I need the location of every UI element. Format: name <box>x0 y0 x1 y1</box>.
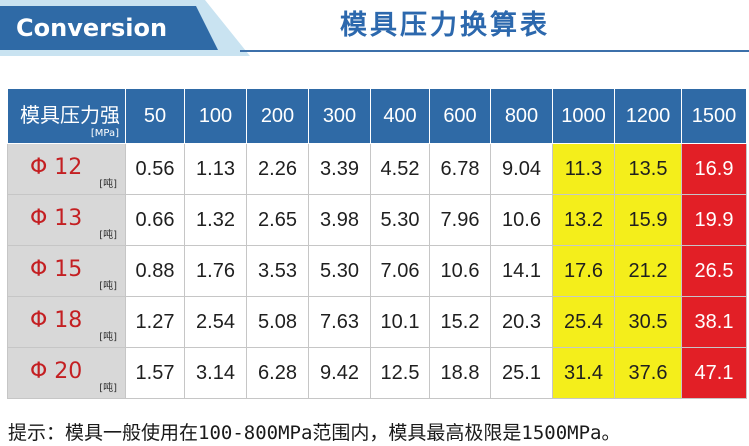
table-cell: 11.3 <box>552 143 615 195</box>
table-cell: 31.4 <box>552 347 615 399</box>
row-label-cell: Φ 12 [吨] <box>7 143 126 195</box>
table-cell: 5.30 <box>308 245 371 297</box>
table-cell: 2.65 <box>246 194 309 246</box>
row-label-cell: Φ 15 [吨] <box>7 245 126 297</box>
table-row: Φ 13 [吨] 0.66 1.32 2.65 3.98 5.30 7.96 10.6 13.2 1… <box>7 194 747 246</box>
table-cell: 16.9 <box>681 143 747 195</box>
conversion-tag: Conversion <box>0 6 218 50</box>
row-unit: [吨] <box>99 383 117 394</box>
row-label: Φ 15 <box>30 257 83 282</box>
table-cell: 9.04 <box>490 143 553 195</box>
table-cell: 1.76 <box>184 245 247 297</box>
row-label-cell: Φ 20 [吨] <box>7 347 126 399</box>
row-unit: [吨] <box>99 230 117 241</box>
table-cell: 19.9 <box>681 194 747 246</box>
row-label-cell: Φ 18 [吨] <box>7 296 126 348</box>
table-cell: 1.32 <box>184 194 247 246</box>
table-cell: 10.6 <box>429 245 491 297</box>
table-cell: 26.5 <box>681 245 747 297</box>
column-header: 1500 <box>681 88 747 144</box>
header-row: 模具压力强 [MPa] 50 100 200 300 400 600 800 1000 1200 15… <box>7 88 747 144</box>
table-cell: 5.30 <box>370 194 430 246</box>
row-unit: [吨] <box>99 281 117 292</box>
table-cell: 13.2 <box>552 194 615 246</box>
table-row: Φ 18 [吨] 1.27 2.54 5.08 7.63 10.1 15.2 20.3 25.4 3… <box>7 296 747 348</box>
table-cell: 21.2 <box>614 245 682 297</box>
table-cell: 47.1 <box>681 347 747 399</box>
page-title: 模具压力换算表 <box>340 10 550 41</box>
table-cell: 10.6 <box>490 194 553 246</box>
table-cell: 0.66 <box>125 194 185 246</box>
title-underline <box>240 50 749 52</box>
table-cell: 17.6 <box>552 245 615 297</box>
table-cell: 2.26 <box>246 143 309 195</box>
table-cell: 14.1 <box>490 245 553 297</box>
table-cell: 15.9 <box>614 194 682 246</box>
column-header: 300 <box>308 88 371 144</box>
table-cell: 3.53 <box>246 245 309 297</box>
table-cell: 0.88 <box>125 245 185 297</box>
table-cell: 3.39 <box>308 143 371 195</box>
table-cell: 10.1 <box>370 296 430 348</box>
row-label: Φ 18 <box>30 308 83 333</box>
table-cell: 12.5 <box>370 347 430 399</box>
table-cell: 37.6 <box>614 347 682 399</box>
row-label: Φ 12 <box>30 155 83 180</box>
corner-cell: 模具压力强 [MPa] <box>7 88 126 144</box>
table-cell: 6.28 <box>246 347 309 399</box>
corner-label: 模具压力强 <box>20 103 120 127</box>
row-label: Φ 13 <box>30 206 83 231</box>
table-cell: 25.1 <box>490 347 553 399</box>
row-unit: [吨] <box>99 332 117 343</box>
column-header: 400 <box>370 88 430 144</box>
table-cell: 30.5 <box>614 296 682 348</box>
column-header: 100 <box>184 88 247 144</box>
table-cell: 3.14 <box>184 347 247 399</box>
table-cell: 1.27 <box>125 296 185 348</box>
table-cell: 4.52 <box>370 143 430 195</box>
table-cell: 7.63 <box>308 296 371 348</box>
table-cell: 18.8 <box>429 347 491 399</box>
table-cell: 1.13 <box>184 143 247 195</box>
column-header: 1000 <box>552 88 615 144</box>
conversion-tag-text: Conversion <box>16 14 168 42</box>
table-cell: 2.54 <box>184 296 247 348</box>
table-cell: 5.08 <box>246 296 309 348</box>
table-cell: 13.5 <box>614 143 682 195</box>
column-header: 800 <box>490 88 553 144</box>
table-cell: 25.4 <box>552 296 615 348</box>
table-cell: 20.3 <box>490 296 553 348</box>
table-cell: 9.42 <box>308 347 371 399</box>
table-cell: 15.2 <box>429 296 491 348</box>
column-header: 1200 <box>614 88 682 144</box>
table-cell: 7.96 <box>429 194 491 246</box>
table-row: Φ 15 [吨] 0.88 1.76 3.53 5.30 7.06 10.6 14.1 17.6 2… <box>7 245 747 297</box>
table-cell: 0.56 <box>125 143 185 195</box>
column-header: 50 <box>125 88 185 144</box>
table-row: Φ 12 [吨] 0.56 1.13 2.26 3.39 4.52 6.78 9.04 11.3 1… <box>7 143 747 195</box>
conversion-table: 模具压力强 [MPa] 50 100 200 300 400 600 800 1000 1200 15… <box>7 88 747 399</box>
row-label-cell: Φ 13 [吨] <box>7 194 126 246</box>
table-cell: 1.57 <box>125 347 185 399</box>
footnote: 提示：模具一般使用在100-800MPa范围内，模具最高极限是1500MPa。 <box>8 422 621 444</box>
column-header: 200 <box>246 88 309 144</box>
row-label: Φ 20 <box>30 359 83 384</box>
header: Conversion 模具压力换算表 <box>0 0 749 62</box>
table-row: Φ 20 [吨] 1.57 3.14 6.28 9.42 12.5 18.8 25.1 31.4 3… <box>7 347 747 399</box>
table-cell: 6.78 <box>429 143 491 195</box>
table-cell: 38.1 <box>681 296 747 348</box>
row-unit: [吨] <box>99 179 117 190</box>
column-header: 600 <box>429 88 491 144</box>
corner-unit: [MPa] <box>90 128 119 139</box>
table-cell: 7.06 <box>370 245 430 297</box>
table-cell: 3.98 <box>308 194 371 246</box>
